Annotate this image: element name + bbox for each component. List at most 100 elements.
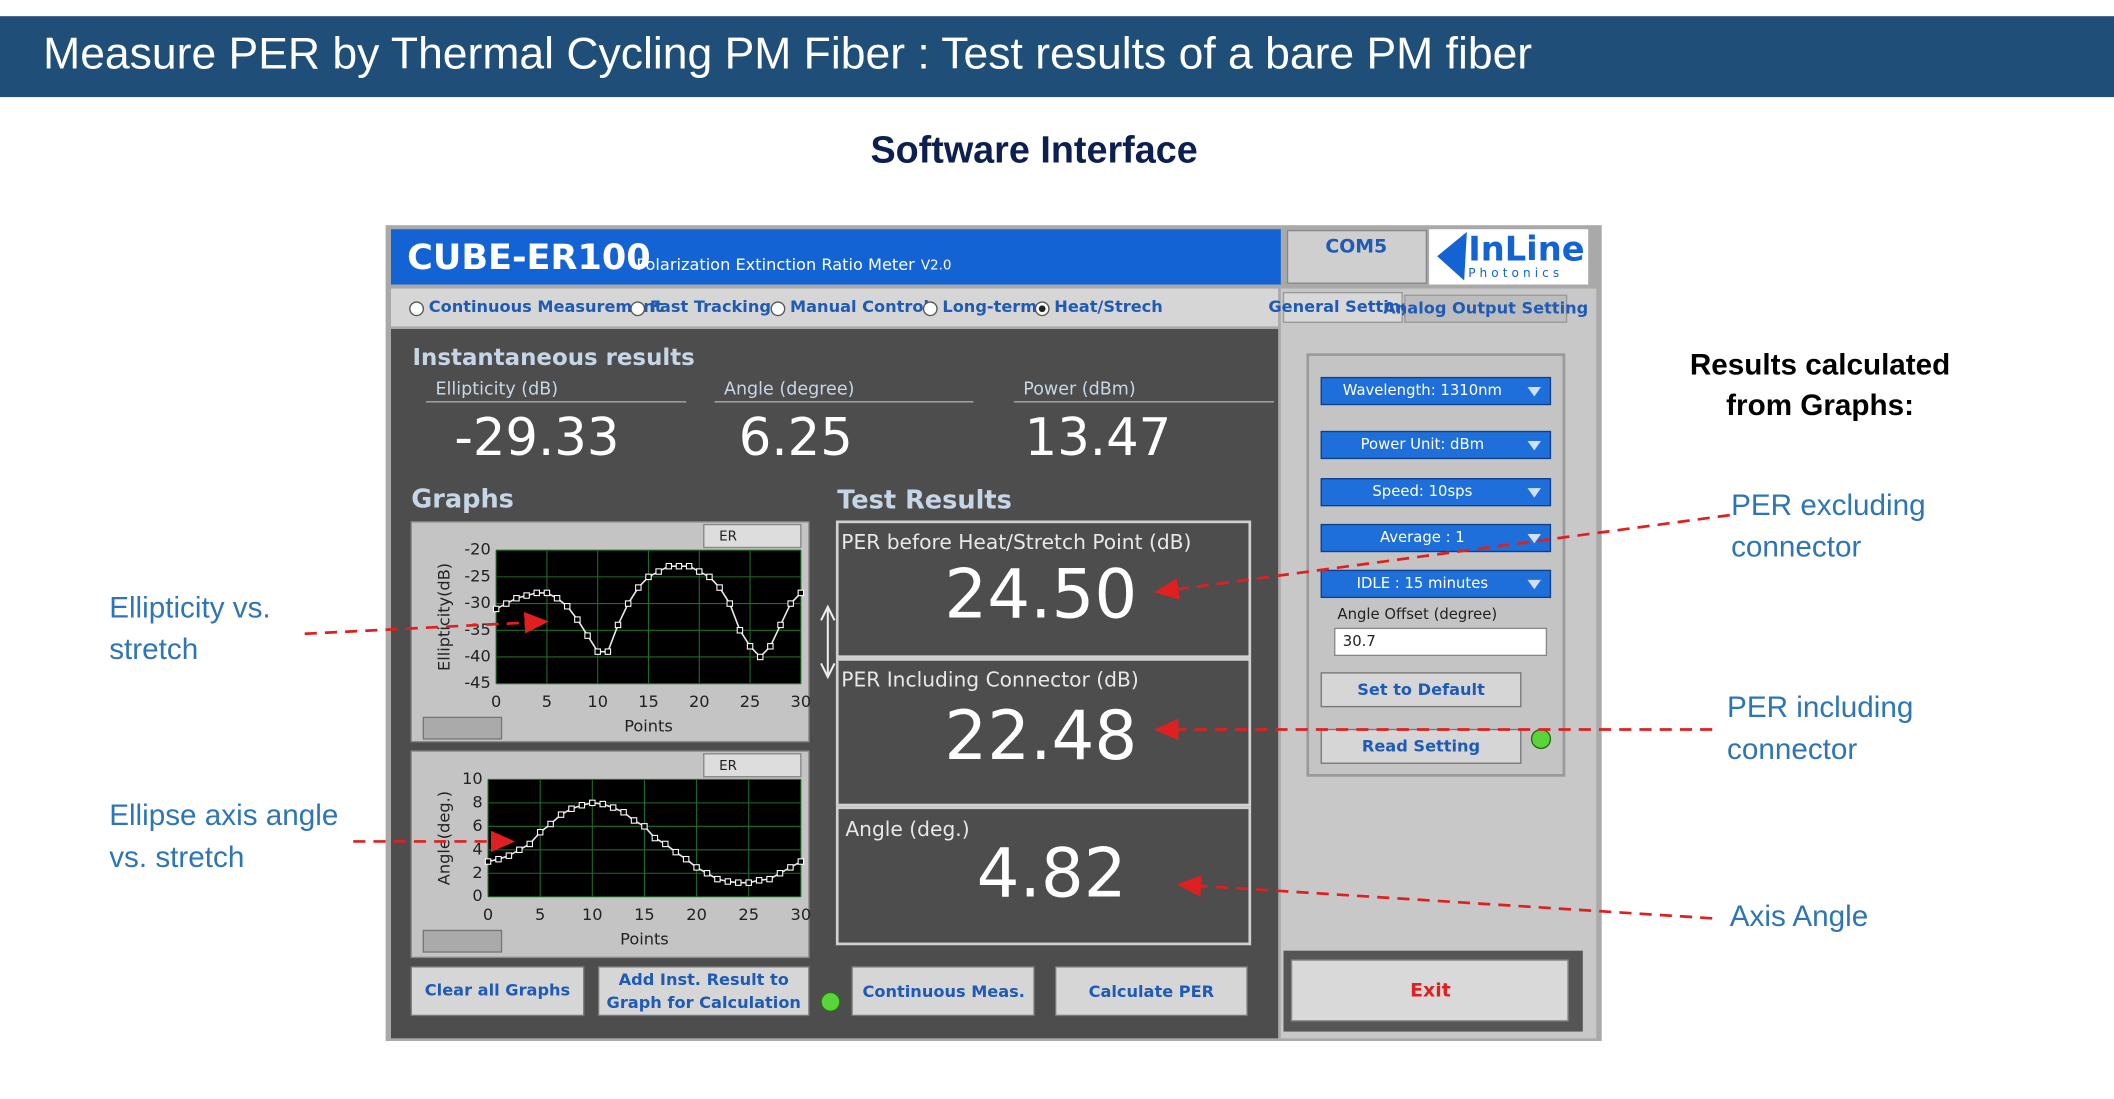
dropdown[interactable] [1320, 569, 1552, 599]
dropdown[interactable] [1320, 523, 1552, 553]
y-tick-label: 8 [472, 792, 482, 811]
button[interactable] [1320, 672, 1522, 708]
button[interactable] [1320, 728, 1522, 764]
button-label: Calculate PER [1089, 982, 1215, 1001]
annotation: connector [1727, 733, 1857, 766]
button-label: Exit [1410, 980, 1451, 1002]
tab[interactable] [1404, 294, 1568, 323]
data-point [767, 643, 774, 650]
data-point [484, 858, 492, 865]
annotation: Ellipticity vs. [109, 591, 270, 624]
button-label: Clear all Graphs [425, 981, 570, 1000]
dropdown-label: Average : 1 [1380, 529, 1465, 546]
dropdown-arrow [1527, 579, 1542, 590]
annotation: PER excluding [1731, 489, 1926, 522]
data-point [635, 584, 642, 591]
button[interactable] [410, 966, 585, 1017]
resize-arrow [820, 604, 836, 680]
x-tick-label: 5 [535, 905, 545, 924]
angle-offset-value: 30.7 [1343, 633, 1376, 650]
port-box [1286, 229, 1428, 284]
dropdown-label: Speed: 10sps [1372, 483, 1472, 500]
radio[interactable] [630, 301, 646, 317]
section-title: Test Results [837, 486, 1012, 516]
annotation: PER including [1727, 691, 1913, 724]
data-point [797, 858, 805, 865]
logo-tagline: Photonics [1468, 266, 1563, 280]
result-value: 24.50 [944, 554, 1137, 633]
data-point [547, 820, 554, 828]
data-point [703, 870, 711, 877]
data-point [746, 643, 754, 650]
x-axis-label: Points [620, 929, 669, 948]
reading-label: Power (dBm) [1023, 380, 1135, 400]
tab[interactable] [1282, 291, 1403, 323]
data-point [523, 592, 530, 599]
radio[interactable] [409, 301, 425, 317]
annotation: Ellipse axis angle [109, 799, 338, 832]
radio[interactable] [770, 301, 786, 317]
status-led [820, 991, 841, 1013]
y-axis-label: Ellipticity(dB) [434, 563, 453, 671]
data-point [641, 823, 648, 830]
y-tick-label: -25 [464, 566, 490, 585]
graph-badge: ER [719, 529, 737, 545]
x-tick-label: 25 [738, 905, 759, 924]
annotation-heading: from Graphs: [1726, 389, 1914, 422]
button[interactable] [1290, 959, 1569, 1022]
radio[interactable] [922, 301, 938, 317]
annotation-heading: Results calculated [1690, 349, 1950, 382]
angle-offset-label: Angle Offset (degree) [1337, 606, 1497, 623]
section-title: Instantaneous results [413, 345, 695, 371]
x-tick-label: 5 [542, 692, 552, 711]
data-point [495, 855, 502, 863]
graph-toolbar[interactable] [422, 929, 503, 953]
button[interactable] [851, 966, 1035, 1017]
y-tick-label: 2 [472, 863, 482, 882]
data-point [645, 573, 652, 581]
radio-label: Manual Control [790, 297, 929, 316]
reading-value: -29.33 [454, 408, 619, 468]
header-bar [0, 16, 2114, 98]
x-tick-label: 15 [634, 905, 655, 924]
graph-toolbar[interactable] [422, 716, 503, 740]
data-point [735, 879, 742, 886]
x-tick-label: 30 [791, 905, 812, 924]
reading-label: Angle (degree) [724, 380, 854, 400]
data-point [564, 603, 571, 610]
data-point [516, 846, 523, 854]
x-tick-label: 0 [483, 905, 493, 924]
button[interactable] [597, 966, 810, 1017]
dropdown-arrow [1527, 488, 1542, 498]
result-label: PER before Heat/Stretch Point (dB) [841, 530, 1191, 554]
result-value: 4.82 [977, 833, 1127, 912]
button[interactable] [1054, 966, 1248, 1017]
y-tick-label: -45 [464, 673, 490, 692]
data-point [682, 855, 690, 863]
data-point [706, 573, 713, 581]
header-title: Measure PER by Thermal Cycling PM Fiber … [43, 29, 1532, 78]
y-tick-label: 0 [472, 886, 482, 905]
data-point [589, 799, 596, 807]
x-tick-label: 20 [686, 905, 707, 924]
annotation-arrow [1154, 513, 1730, 600]
angle-offset-input[interactable] [1334, 627, 1548, 657]
dropdown[interactable] [1320, 376, 1552, 406]
dropdown[interactable] [1320, 430, 1552, 460]
data-point [505, 852, 513, 859]
dropdown[interactable] [1320, 478, 1552, 507]
data-point [736, 627, 744, 634]
tab-label: General Setting [1268, 297, 1411, 316]
data-point [553, 594, 561, 602]
y-tick-label: -30 [464, 593, 490, 612]
data-point [574, 616, 581, 623]
graph-badge: ER [719, 758, 737, 774]
x-tick-label: 10 [587, 692, 608, 711]
data-point [503, 600, 510, 607]
data-point [594, 648, 601, 655]
x-tick-label: 25 [740, 692, 761, 711]
y-tick-label: 10 [462, 769, 483, 788]
x-tick-label: 15 [638, 692, 659, 711]
data-point [492, 605, 500, 613]
